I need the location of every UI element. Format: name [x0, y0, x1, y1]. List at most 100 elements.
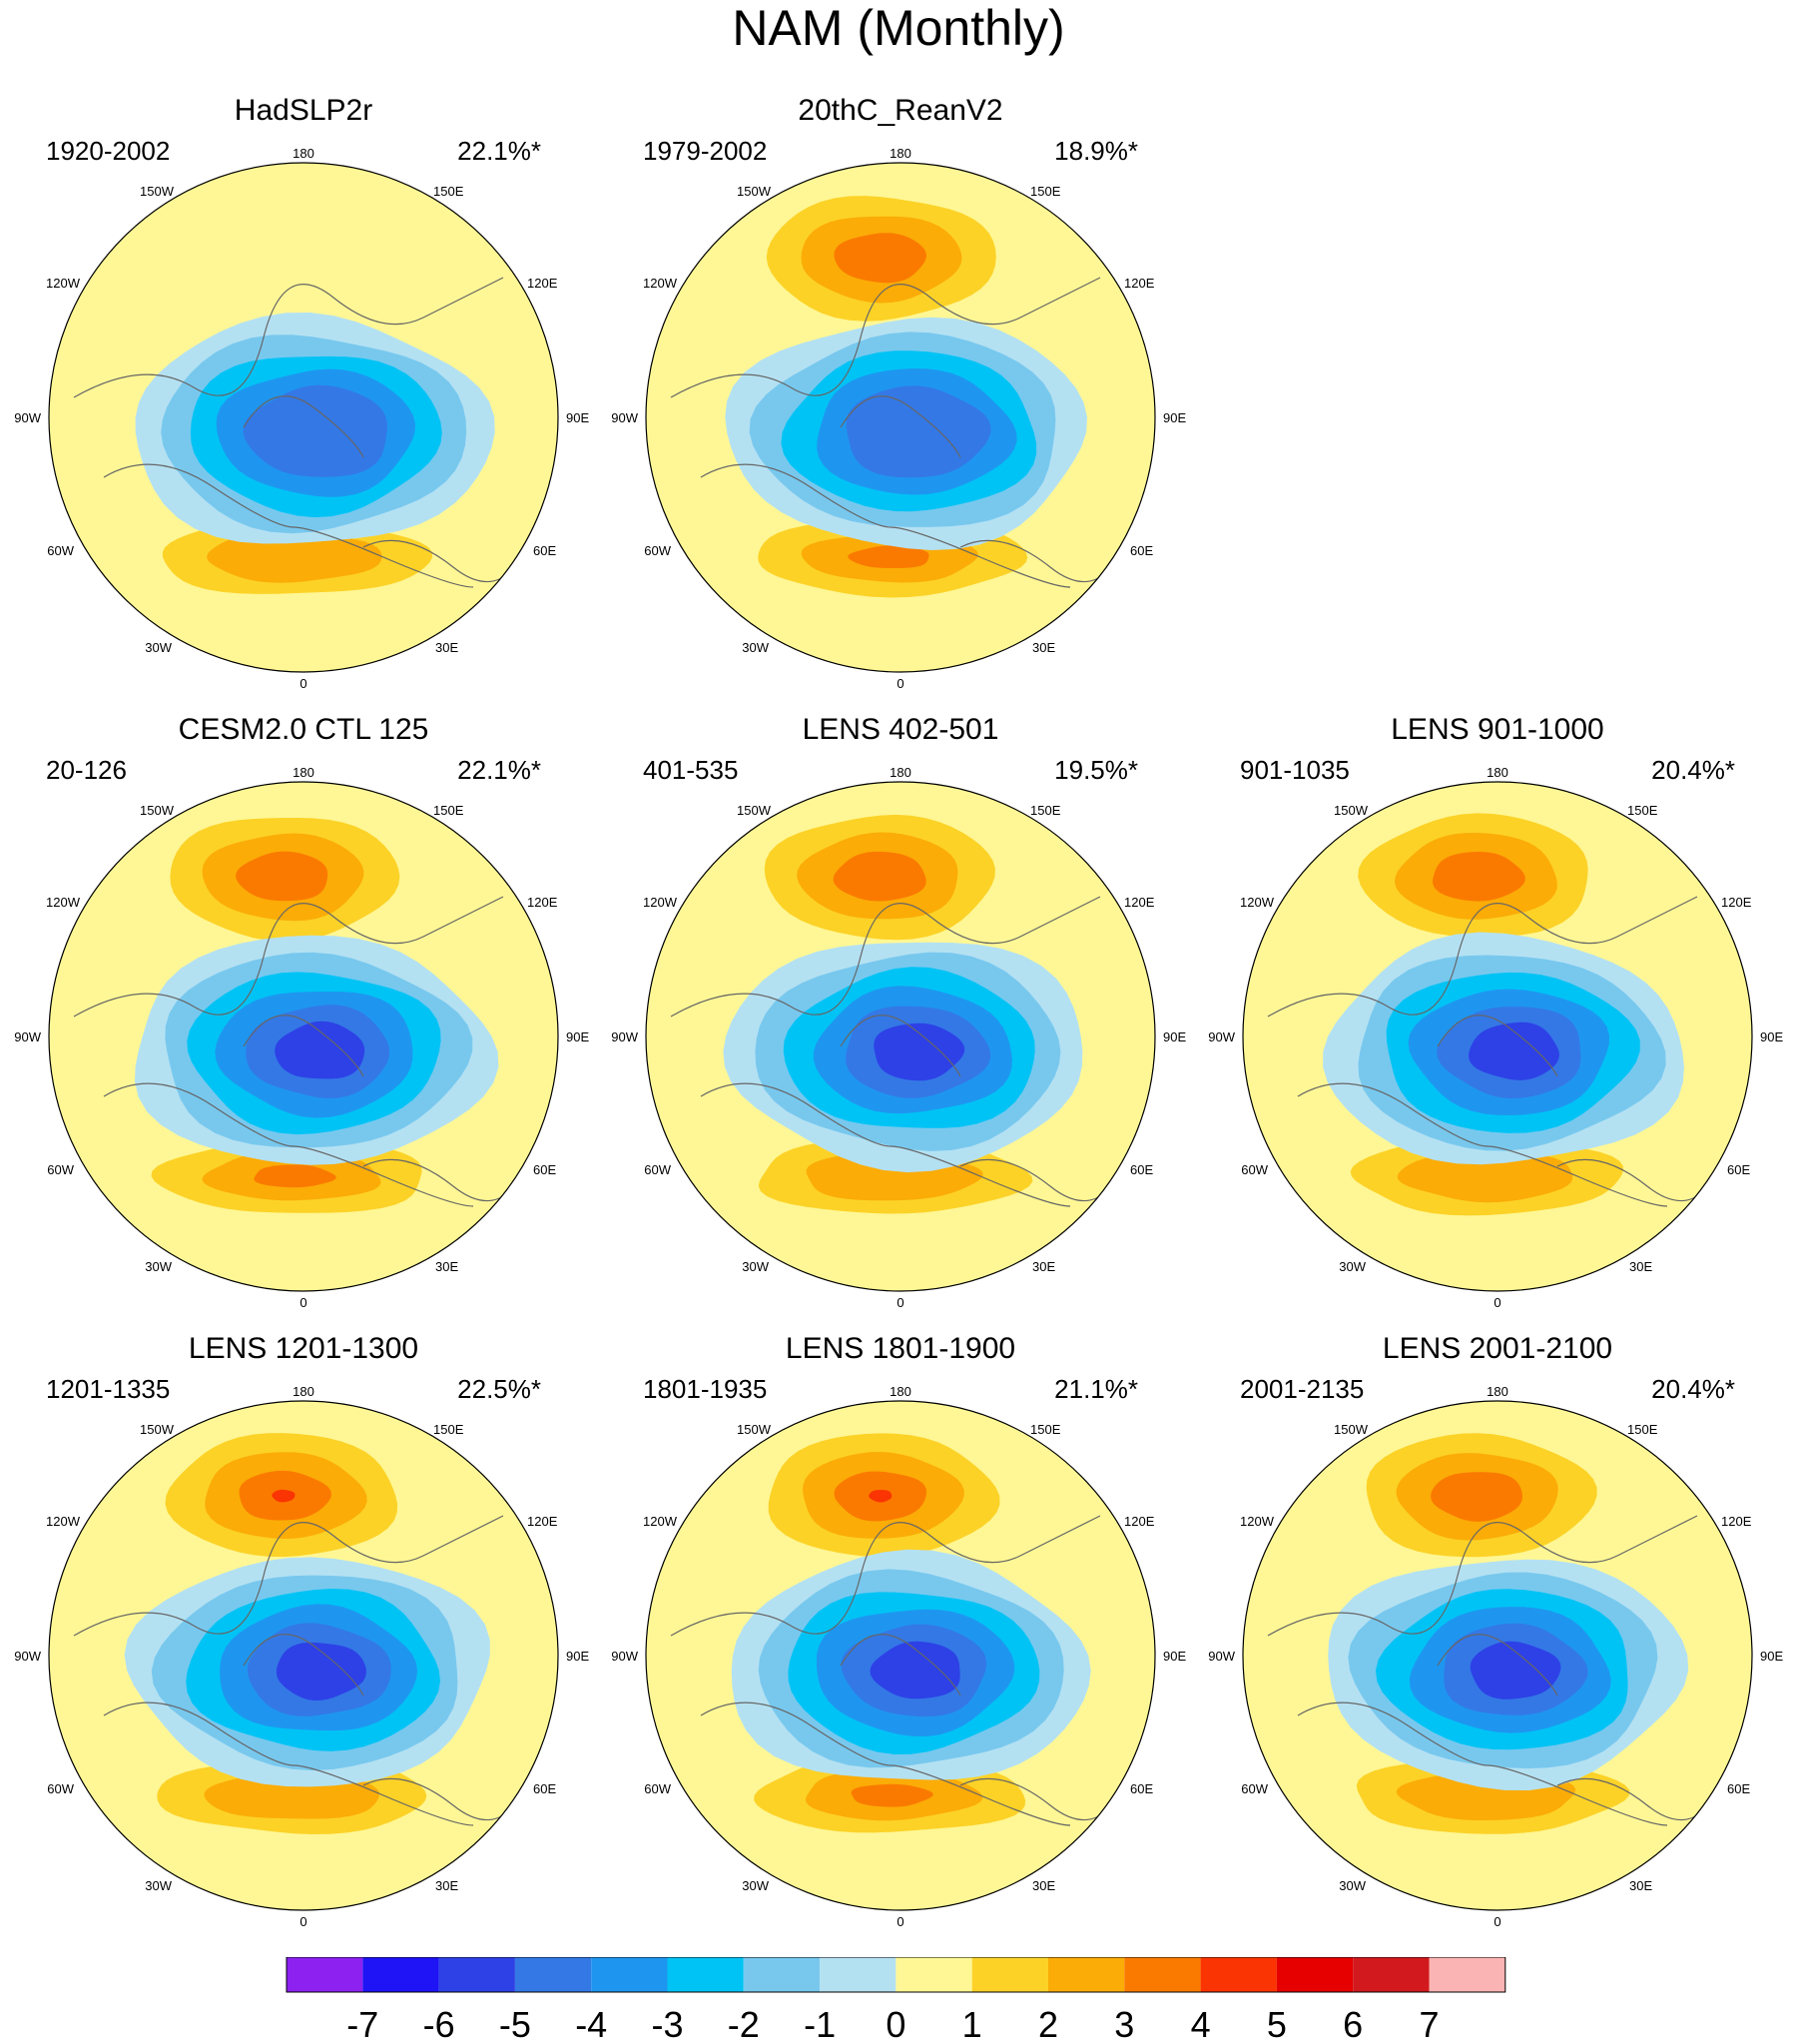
- panel-years: 401-535: [643, 755, 738, 785]
- longitude-label: 150E: [1030, 1422, 1061, 1437]
- longitude-label: 180: [890, 146, 911, 161]
- longitude-label: 30E: [435, 1259, 458, 1274]
- longitude-label: 90W: [14, 1649, 41, 1664]
- longitude-label: 150W: [737, 803, 772, 818]
- longitude-label: 180: [293, 765, 314, 780]
- longitude-label: 90W: [1208, 1649, 1235, 1664]
- panel-years: 1920-2002: [46, 136, 170, 166]
- longitude-label: 60E: [1727, 1781, 1750, 1796]
- longitude-label: 60W: [47, 1162, 74, 1177]
- colorbar-swatch: [591, 1957, 668, 1992]
- colorbar-swatch: [514, 1957, 592, 1992]
- coastline: [670, 277, 1101, 398]
- longitude-label: 60W: [1241, 1781, 1268, 1796]
- longitude-label: 60E: [1130, 1781, 1153, 1796]
- arctic-anomaly-contour: [1470, 1641, 1561, 1700]
- coastline: [1297, 1082, 1668, 1207]
- longitude-label: 60W: [644, 1781, 671, 1796]
- colorbar-label: -1: [804, 2004, 836, 2044]
- pacific-anomaly-contour: [1431, 1472, 1522, 1522]
- longitude-label: 0: [897, 676, 903, 691]
- panel-variance: 20.4%*: [1651, 1374, 1735, 1404]
- longitude-label: 150W: [1334, 1422, 1369, 1437]
- longitude-label: 60W: [47, 1781, 74, 1796]
- panel-variance: 22.1%*: [457, 136, 541, 166]
- coastline: [700, 463, 1071, 588]
- colorbar-label: 4: [1191, 2004, 1211, 2044]
- map-panel: 20thC_ReanV2 1979-2002 18.9%* 180 150W 150E 12…: [611, 94, 1186, 691]
- colorbar-swatch: [1353, 1957, 1430, 1992]
- map-panel: LENS 2001-2100 2001-2135 20.4%* 180 150W 150E…: [1208, 1332, 1783, 1929]
- colorbar-label: 6: [1343, 2004, 1363, 2044]
- longitude-label: 90W: [1208, 1029, 1235, 1044]
- longitude-label: 150W: [737, 184, 772, 199]
- map-boundary: [1242, 1400, 1753, 1911]
- longitude-label: 60E: [533, 543, 556, 558]
- longitude-label: 150E: [1030, 803, 1061, 818]
- arctic-anomaly-contour: [243, 384, 387, 477]
- coastline: [243, 1015, 364, 1077]
- longitude-label: 90E: [566, 410, 589, 425]
- longitude-label: 90W: [14, 410, 41, 425]
- longitude-label: 30E: [1629, 1259, 1652, 1274]
- main-title: NAM (Monthly): [732, 0, 1065, 56]
- colorbar-label: 0: [886, 2004, 905, 2044]
- colorbar: -7 -6 -5 -4 -3 -2 -1 0 1 2 3 4 5 6 7: [286, 1957, 1506, 2044]
- longitude-label: 30E: [1629, 1878, 1652, 1893]
- longitude-label: 120W: [46, 276, 81, 291]
- longitude-label: 180: [1487, 1384, 1508, 1399]
- panel-variance: 18.9%*: [1054, 136, 1138, 166]
- panel-years: 2001-2135: [1240, 1374, 1364, 1404]
- longitude-label: 90E: [566, 1649, 589, 1664]
- longitude-label: 150W: [140, 184, 175, 199]
- longitude-label: 30W: [1339, 1878, 1366, 1893]
- colorbar-label: 5: [1267, 2004, 1287, 2044]
- colorbar-label: -4: [575, 2004, 607, 2044]
- longitude-label: 150W: [140, 803, 175, 818]
- colorbar-swatch: [1276, 1957, 1354, 1992]
- atlantic-anomaly-contour: [851, 1783, 933, 1807]
- coastline: [670, 1515, 1101, 1637]
- longitude-label: 30E: [435, 1878, 458, 1893]
- longitude-label: 60W: [47, 543, 74, 558]
- panel-title: LENS 2001-2100: [1383, 1332, 1612, 1365]
- map-panel: HadSLP2r 1920-2002 22.1%* 180 150W 150E 120W 12…: [14, 94, 589, 691]
- arctic-anomaly-contour: [275, 1021, 365, 1079]
- longitude-label: 150E: [433, 1422, 464, 1437]
- panel-variance: 22.1%*: [457, 755, 541, 785]
- longitude-label: 120W: [643, 1514, 678, 1529]
- longitude-label: 120W: [643, 276, 678, 291]
- longitude-label: 150W: [140, 1422, 175, 1437]
- panel-years: 20-126: [46, 755, 127, 785]
- longitude-label: 90E: [1163, 1649, 1186, 1664]
- longitude-label: 60E: [533, 1162, 556, 1177]
- coastline: [73, 277, 504, 398]
- longitude-label: 30E: [1032, 1259, 1055, 1274]
- longitude-label: 150W: [1334, 803, 1369, 818]
- panel-title: LENS 901-1000: [1391, 713, 1604, 746]
- colorbar-swatch: [362, 1957, 439, 1992]
- longitude-label: 90E: [1163, 1029, 1186, 1044]
- longitude-label: 60E: [533, 1781, 556, 1796]
- pacific-anomaly-contour: [272, 1489, 296, 1503]
- coastline: [243, 1634, 364, 1697]
- arctic-anomaly-contour: [870, 1641, 960, 1700]
- atlantic-anomaly-contour: [207, 532, 382, 583]
- panel-years: 1801-1935: [643, 1374, 767, 1404]
- longitude-label: 150E: [1627, 803, 1658, 818]
- panel-title: LENS 1801-1900: [786, 1332, 1015, 1365]
- coastline: [700, 1702, 1071, 1826]
- longitude-label: 180: [1487, 765, 1508, 780]
- longitude-label: 30W: [145, 640, 172, 655]
- coastline: [103, 1082, 474, 1207]
- longitude-label: 150E: [1030, 184, 1061, 199]
- arctic-anomaly-contour: [874, 1022, 965, 1081]
- longitude-label: 180: [293, 146, 314, 161]
- coastline: [840, 1634, 961, 1697]
- coastline: [840, 1015, 961, 1077]
- longitude-label: 120W: [1240, 1514, 1275, 1529]
- coastline: [73, 1515, 504, 1637]
- longitude-label: 120E: [1124, 895, 1155, 910]
- longitude-label: 60E: [1727, 1162, 1750, 1177]
- map-boundary: [48, 781, 559, 1292]
